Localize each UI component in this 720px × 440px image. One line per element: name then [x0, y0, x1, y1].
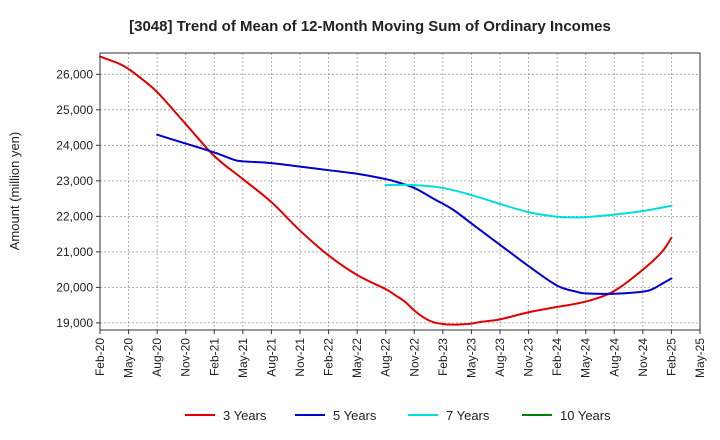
legend-label-5-years: 5 Years	[333, 408, 377, 423]
series-line-5-years	[156, 133, 673, 295]
x-tick-label: May-20	[122, 338, 136, 378]
x-tick-label: Feb-21	[207, 338, 221, 376]
series-lines	[99, 55, 673, 326]
x-tick-label: Nov-24	[636, 338, 650, 377]
x-tick-label: Feb-22	[322, 338, 336, 376]
x-tick-label: Nov-20	[179, 338, 193, 377]
chart-title: [3048] Trend of Mean of 12-Month Moving …	[129, 18, 611, 35]
x-tick-label: May-24	[579, 338, 593, 378]
x-tick-label: Feb-20	[93, 338, 107, 376]
series-line-3-years	[99, 55, 673, 326]
x-tick-label: Nov-21	[293, 338, 307, 377]
y-tick-label: 26,000	[56, 67, 93, 81]
legend-label-3-years: 3 Years	[223, 408, 267, 423]
plot-frame	[99, 52, 701, 331]
legend: 3 Years 5 Years 7 Years 10 Years	[185, 408, 611, 423]
y-tick-label: 22,000	[56, 209, 93, 223]
x-tick-label: Feb-23	[436, 338, 450, 376]
series-line-7-years	[384, 183, 673, 219]
x-tick-label: May-21	[236, 338, 250, 378]
x-tick-label: Aug-23	[493, 338, 507, 377]
x-axis-ticks: Feb-20 May-20 Aug-20 Nov-20 Feb-21 May-21 Aug-…	[93, 330, 707, 378]
y-tick-label: 24,000	[56, 138, 93, 152]
legend-label-10-years: 10 Years	[560, 408, 611, 423]
x-tick-label: Aug-22	[379, 338, 393, 377]
grid-lines	[100, 53, 700, 330]
x-tick-label: May-25	[693, 338, 707, 378]
x-tick-label: Feb-25	[664, 338, 678, 376]
x-tick-label: May-22	[350, 338, 364, 378]
x-tick-label: Nov-23	[522, 338, 536, 377]
x-tick-label: Nov-22	[407, 338, 421, 377]
x-tick-label: Feb-24	[550, 338, 564, 376]
y-tick-label: 23,000	[56, 174, 93, 188]
y-axis-label: Amount (million yen)	[7, 132, 22, 251]
y-axis-ticks: 19,000 20,000 21,000 22,000 23,000 24,000 25,0…	[56, 67, 100, 330]
x-tick-label: May-23	[464, 338, 478, 378]
legend-label-7-years: 7 Years	[446, 408, 490, 423]
y-tick-label: 21,000	[56, 245, 93, 259]
x-tick-label: Aug-24	[607, 338, 621, 377]
x-tick-label: Aug-20	[150, 338, 164, 377]
y-tick-label: 25,000	[56, 103, 93, 117]
plot-area	[100, 53, 700, 330]
y-tick-label: 19,000	[56, 316, 93, 330]
x-tick-label: Aug-21	[264, 338, 278, 377]
y-tick-label: 20,000	[56, 280, 93, 294]
